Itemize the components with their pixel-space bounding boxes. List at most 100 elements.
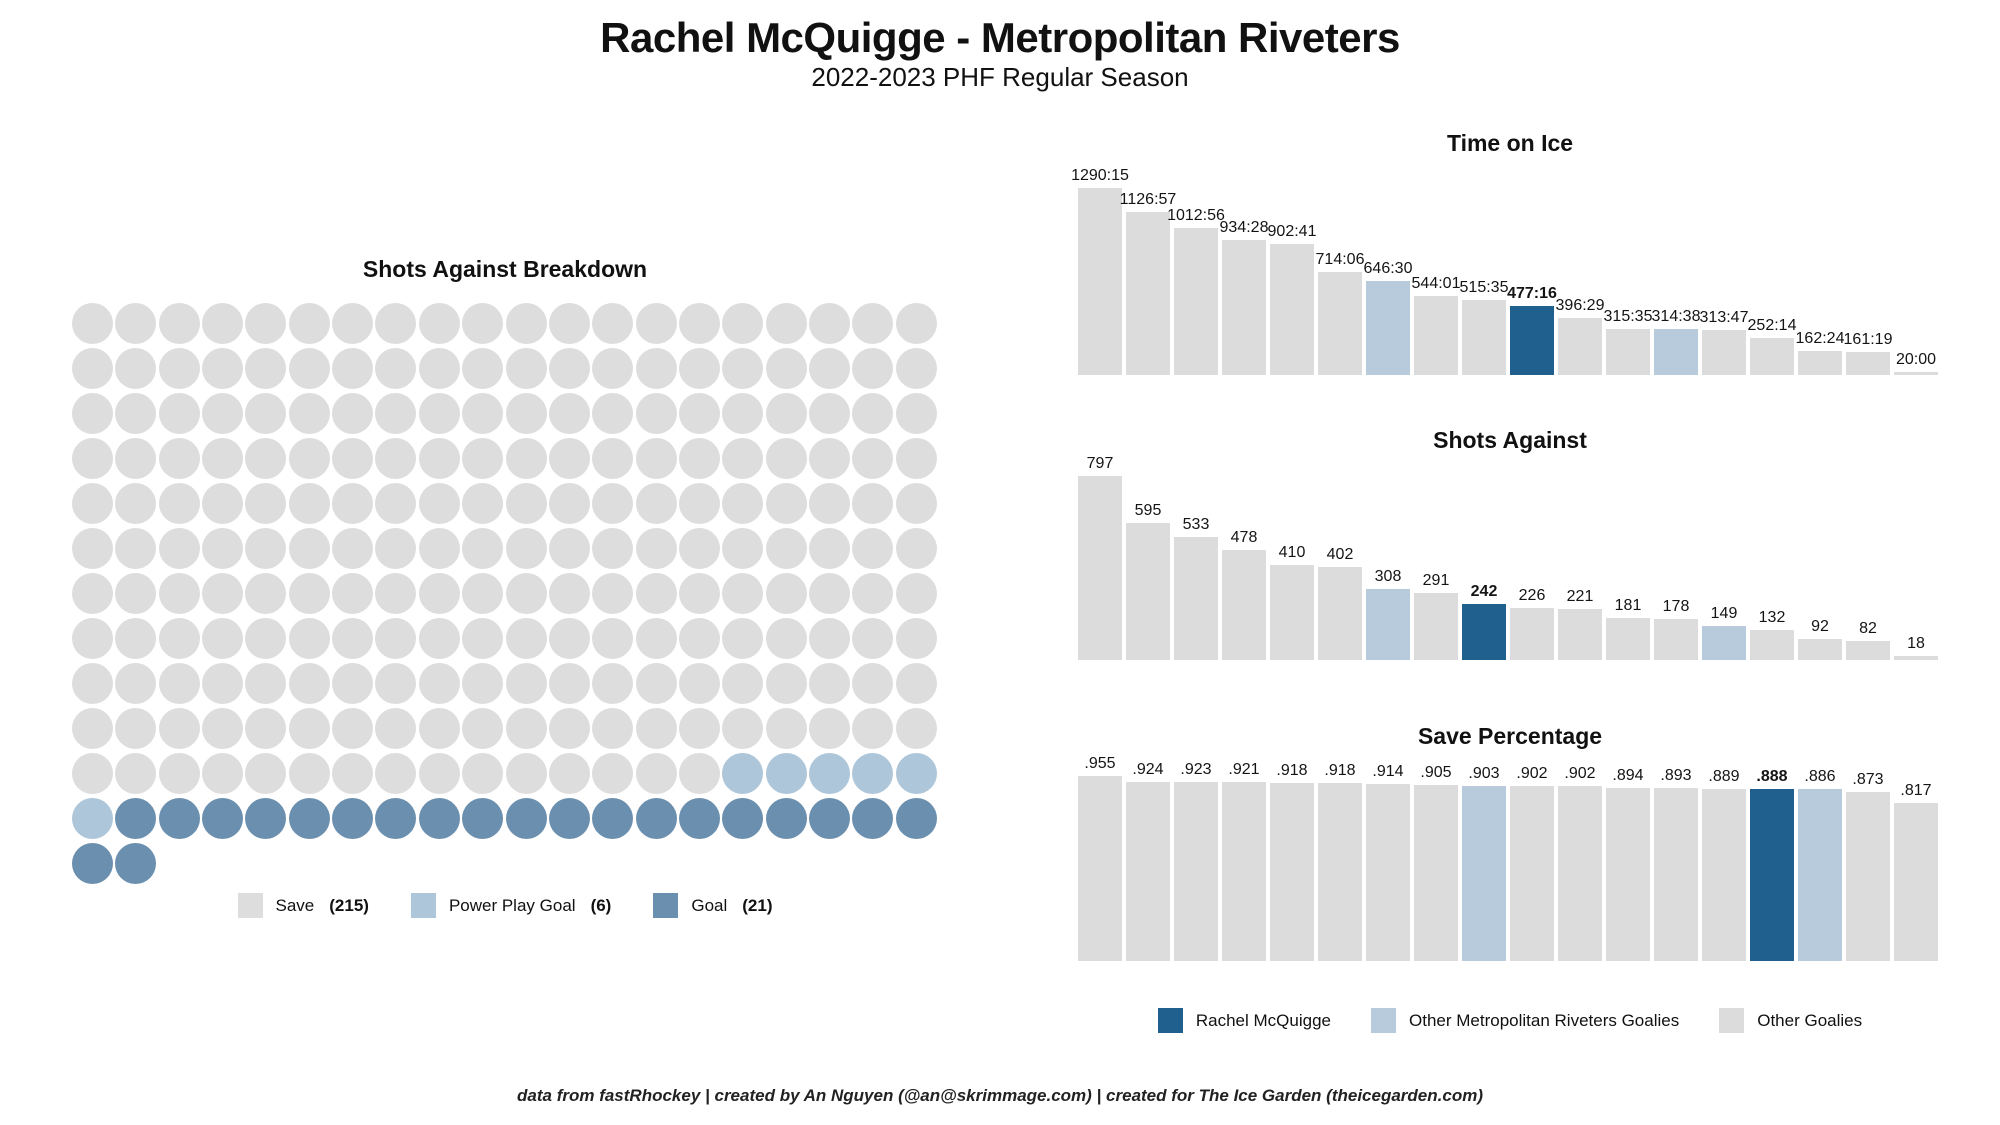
waffle-dot-save	[288, 663, 330, 704]
waffle-dot-save	[332, 708, 374, 749]
bar-value-label: .955	[1084, 754, 1116, 772]
waffle-dot-power-play-goal	[808, 753, 850, 794]
waffle-dot-save	[375, 753, 417, 794]
waffle-dot-save	[592, 303, 634, 344]
waffle-dot-save	[462, 573, 504, 614]
waffle-dot-save	[808, 303, 850, 344]
bar-time-on-ice-other: 20:00	[1894, 351, 1938, 375]
bar-save-percentage-riveters: .886	[1798, 768, 1842, 961]
waffle-dot-save	[592, 708, 634, 749]
waffle-dot-save	[808, 393, 850, 434]
waffle-dot-save	[592, 663, 634, 704]
waffle-dot-save	[115, 753, 157, 794]
bar-value-label: 714:06	[1315, 250, 1365, 268]
bar-time-on-ice-other: 934:28	[1220, 219, 1268, 375]
waffle-dot-goal	[678, 798, 720, 839]
waffle-dot-save	[332, 663, 374, 704]
waffle-dot-save	[635, 438, 677, 479]
waffle-dot-save	[852, 483, 894, 524]
waffle-dot-save	[245, 438, 287, 479]
waffle-dot-goal	[418, 798, 460, 839]
bar-time-on-ice-other: 162:24	[1796, 330, 1844, 375]
bar-shots-against-other: 402	[1318, 546, 1362, 660]
bar-value-label: .903	[1468, 764, 1500, 782]
waffle-dot-save	[548, 303, 590, 344]
waffle-dot-save	[895, 663, 937, 704]
bar-shots-against-other: 797	[1078, 455, 1122, 660]
waffle-dot-goal	[158, 798, 200, 839]
waffle-dot-save	[202, 483, 244, 524]
waffle-dot-save	[765, 663, 807, 704]
bar-time-on-ice-other: 544:01	[1412, 275, 1460, 375]
waffle-dot-save	[462, 483, 504, 524]
waffle-dot-save	[158, 303, 200, 344]
waffle-dot-save	[332, 753, 374, 794]
waffle-dot-save	[332, 438, 374, 479]
waffle-dot-goal	[288, 798, 330, 839]
waffle-dot-goal	[635, 798, 677, 839]
bar-legend-item: Rachel McQuigge	[1157, 1008, 1331, 1033]
waffle-dot-save	[765, 528, 807, 569]
page-subtitle: 2022-2023 PHF Regular Season	[811, 62, 1189, 92]
bar-save-percentage-other: .918	[1318, 762, 1362, 961]
bar-shots-against-other: 132	[1750, 609, 1794, 660]
waffle-dot-save	[158, 393, 200, 434]
waffle-dot-save	[852, 573, 894, 614]
waffle-dot-save	[808, 708, 850, 749]
waffle-dot-save	[462, 708, 504, 749]
waffle-dot-save	[678, 483, 720, 524]
waffle-dot-save	[158, 708, 200, 749]
waffle-legend-item: Power Play Goal (6)	[410, 893, 612, 918]
bar-value-label: 315:35	[1603, 308, 1653, 326]
bar-shots-against-other: 92	[1798, 618, 1842, 660]
bar-time-on-ice-other: 714:06	[1316, 251, 1364, 375]
waffle-legend-count: (215)	[329, 895, 369, 915]
waffle-dot-save	[592, 393, 634, 434]
waffle-dot-save	[418, 348, 460, 389]
waffle-dot-save	[115, 438, 157, 479]
bar-save-percentage-other: .918	[1270, 762, 1314, 961]
bar-save-percentage-other: .923	[1174, 761, 1218, 961]
waffle-dot-save	[722, 348, 764, 389]
waffle-dot-save	[678, 663, 720, 704]
waffle-dot-save	[332, 348, 374, 389]
waffle-dot-save	[202, 708, 244, 749]
bar-time-on-ice-other: 515:35	[1460, 279, 1508, 375]
waffle-dot-save	[505, 393, 547, 434]
waffle-dot-save	[202, 348, 244, 389]
waffle-dot-save	[678, 348, 720, 389]
waffle-dot-save	[852, 303, 894, 344]
waffle-dot-save	[635, 663, 677, 704]
waffle-dot-save	[462, 618, 504, 659]
waffle-dot-goal	[505, 798, 547, 839]
waffle-dot-goal	[895, 798, 937, 839]
waffle-dot-save	[418, 483, 460, 524]
bar-value-label: 1126:57	[1119, 190, 1177, 208]
waffle-dot-save	[548, 393, 590, 434]
bar-value-label: .873	[1852, 770, 1884, 788]
bar-save-percentage-other: .902	[1510, 765, 1554, 961]
bar-time-on-ice-other: 396:29	[1556, 297, 1604, 375]
waffle-dot-save	[505, 663, 547, 704]
bar-value-label: 162:24	[1795, 330, 1845, 348]
waffle-dot-save	[462, 303, 504, 344]
waffle-dot-save	[722, 393, 764, 434]
waffle-legend-count: (6)	[590, 895, 612, 915]
bar-value-label: 18	[1907, 634, 1925, 652]
waffle-dot-save	[895, 303, 937, 344]
bar-value-label: 291	[1422, 571, 1450, 589]
waffle-dot-save	[462, 438, 504, 479]
waffle-dot-power-play-goal	[765, 753, 807, 794]
waffle-dot-save	[72, 618, 113, 659]
waffle-dot-save	[332, 573, 374, 614]
waffle-legend-label: Goal	[691, 895, 728, 915]
bar-legend-swatch	[1157, 1008, 1183, 1033]
bar-time-on-ice-other: 1290:15	[1071, 167, 1129, 375]
bar-time-on-ice-other: 1012:56	[1167, 207, 1225, 375]
waffle-dot-save	[202, 753, 244, 794]
bar-shots-against-other: 226	[1510, 587, 1554, 660]
waffle-dot-save	[72, 483, 113, 524]
bar-value-label: 1012:56	[1167, 207, 1225, 225]
bar-value-label: 132	[1758, 608, 1786, 626]
bar-shots-against-riveters: 149	[1702, 605, 1746, 660]
